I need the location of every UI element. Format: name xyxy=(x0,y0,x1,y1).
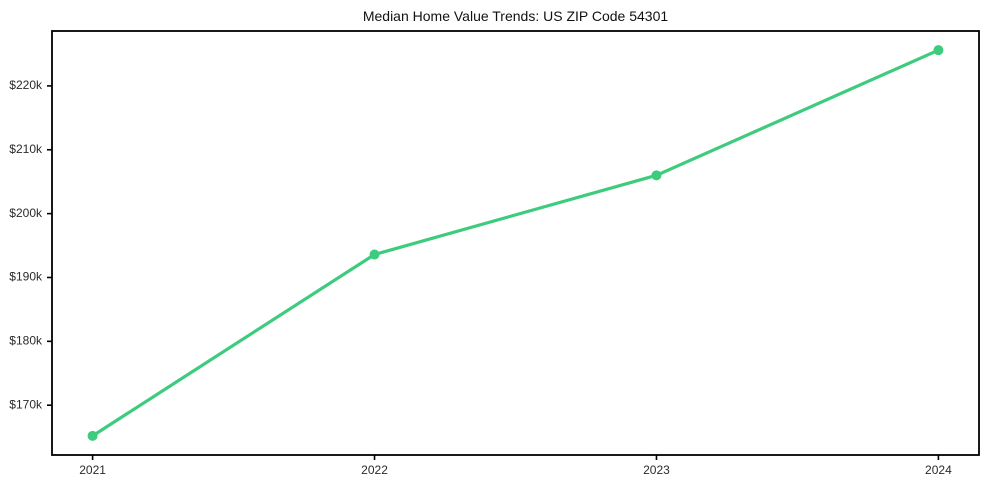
y-tick-label: $190k xyxy=(9,270,43,284)
x-tick-label: 2023 xyxy=(643,463,670,477)
x-tick-label: 2024 xyxy=(925,463,952,477)
data-point xyxy=(651,170,662,181)
trend-line xyxy=(90,48,941,438)
chart-title: Median Home Value Trends: US ZIP Code 54… xyxy=(362,8,669,24)
y-tick-label: $210k xyxy=(9,142,43,156)
x-tick-label: 2022 xyxy=(361,463,388,477)
y-tick-label: $220k xyxy=(9,78,43,92)
y-tick-label: $180k xyxy=(9,334,43,348)
x-tick-label: 2021 xyxy=(79,463,106,477)
y-tick-label: $200k xyxy=(9,206,43,220)
plot-border xyxy=(51,30,980,456)
y-tick-label: $170k xyxy=(9,397,43,411)
data-point xyxy=(87,430,98,441)
data-point xyxy=(933,45,944,56)
data-point xyxy=(369,249,380,260)
